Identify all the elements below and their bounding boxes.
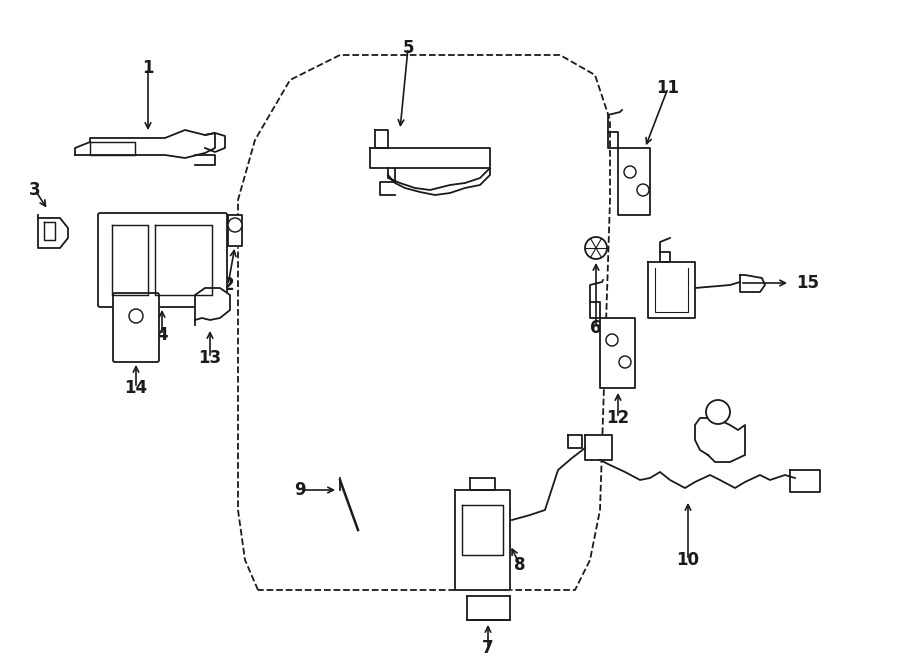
Polygon shape [790,470,820,492]
Polygon shape [568,435,582,448]
Text: 8: 8 [514,556,526,574]
Text: 5: 5 [402,39,414,57]
Text: 1: 1 [142,59,154,77]
Polygon shape [695,418,745,462]
Circle shape [637,184,649,196]
FancyBboxPatch shape [113,293,159,362]
Polygon shape [585,435,612,460]
Text: 13: 13 [198,349,221,367]
Polygon shape [462,505,503,555]
Circle shape [619,356,631,368]
Polygon shape [75,130,215,158]
Text: 4: 4 [157,326,167,344]
Text: 2: 2 [222,276,234,294]
FancyBboxPatch shape [98,213,227,307]
Polygon shape [455,490,510,590]
Circle shape [606,334,618,346]
Text: 12: 12 [607,409,630,427]
Text: 11: 11 [656,79,680,97]
Text: 7: 7 [482,639,494,657]
Text: 15: 15 [796,274,820,292]
Text: 3: 3 [29,181,40,199]
Text: 14: 14 [124,379,148,397]
Polygon shape [38,215,68,248]
Polygon shape [600,318,635,388]
Polygon shape [740,275,765,292]
Text: 9: 9 [294,481,306,499]
Polygon shape [195,288,230,325]
Circle shape [706,400,730,424]
Circle shape [129,309,143,323]
Circle shape [585,237,607,259]
Polygon shape [228,215,242,246]
Polygon shape [648,262,695,318]
Polygon shape [205,133,225,152]
Text: 6: 6 [590,319,602,337]
Polygon shape [388,168,490,195]
Polygon shape [370,148,490,168]
Text: 10: 10 [677,551,699,569]
Circle shape [228,218,242,232]
Polygon shape [195,155,215,165]
Polygon shape [618,148,650,215]
Circle shape [624,166,636,178]
